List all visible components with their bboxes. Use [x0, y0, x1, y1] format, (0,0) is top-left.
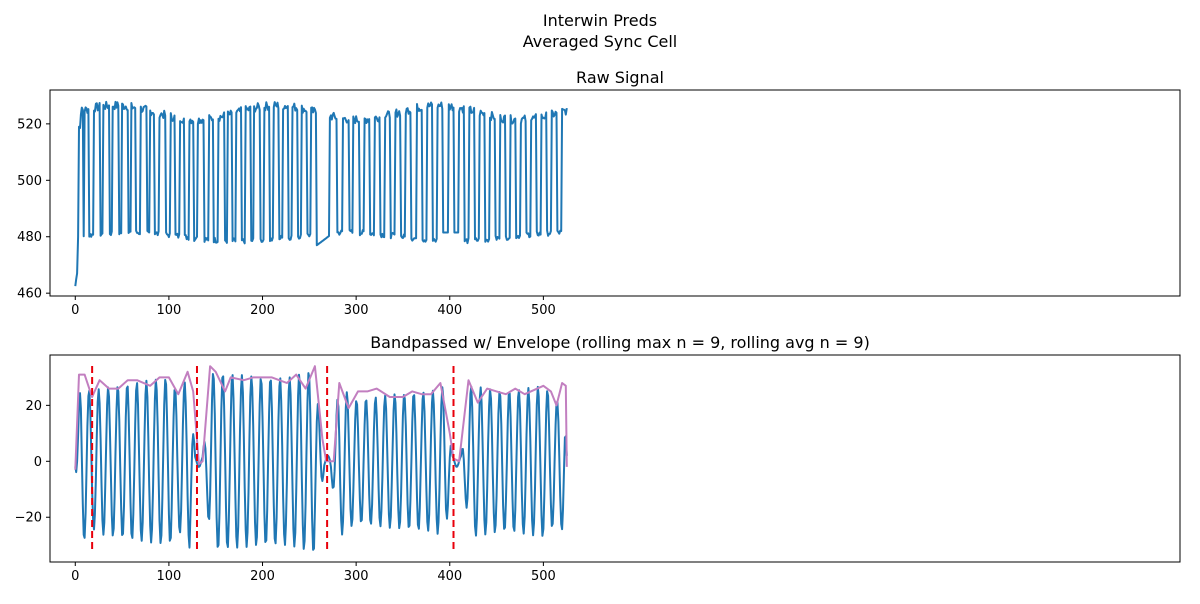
band-ytick-label: −20: [15, 511, 42, 526]
suptitle-line-1: Interwin Preds: [543, 11, 657, 30]
raw-signal-title: Raw Signal: [576, 68, 664, 87]
raw-xtick-label: 100: [156, 303, 181, 318]
raw-ytick-label: 460: [17, 287, 42, 302]
raw-signal-frame: [49, 89, 1181, 297]
raw-ytick-label: 520: [17, 117, 42, 132]
raw-xtick-label: 400: [437, 303, 462, 318]
raw-signal-axes: Raw Signal 0 100 200 300 400 500 460 480 500 520: [17, 68, 1181, 318]
envelope-line: [74, 365, 568, 470]
band-xtick-label: 300: [344, 569, 369, 584]
raw-xtick-label: 500: [531, 303, 556, 318]
band-xtick-label: 400: [437, 569, 462, 584]
raw-xtick-label: 0: [71, 303, 79, 318]
bandpassed-axes: Bandpassed w/ Envelope (rolling max n = …: [15, 333, 1181, 584]
raw-xtick-label: 200: [250, 303, 275, 318]
bandpassed-title: Bandpassed w/ Envelope (rolling max n = …: [370, 333, 870, 352]
band-xtick-label: 100: [156, 569, 181, 584]
band-xtick-label: 0: [71, 569, 79, 584]
band-ytick-label: 20: [25, 399, 42, 414]
raw-xtick-label: 300: [344, 303, 369, 318]
band-ytick-label: 0: [34, 455, 42, 470]
raw-ytick-label: 500: [17, 174, 42, 189]
band-xtick-label: 500: [531, 569, 556, 584]
suptitle-line-2: Averaged Sync Cell: [523, 32, 678, 51]
bandpassed-signal-line: [74, 372, 568, 551]
raw-signal-line: [74, 100, 568, 287]
band-xtick-label: 200: [250, 569, 275, 584]
bandpassed-frame: [49, 354, 1181, 563]
raw-ytick-label: 480: [17, 230, 42, 245]
